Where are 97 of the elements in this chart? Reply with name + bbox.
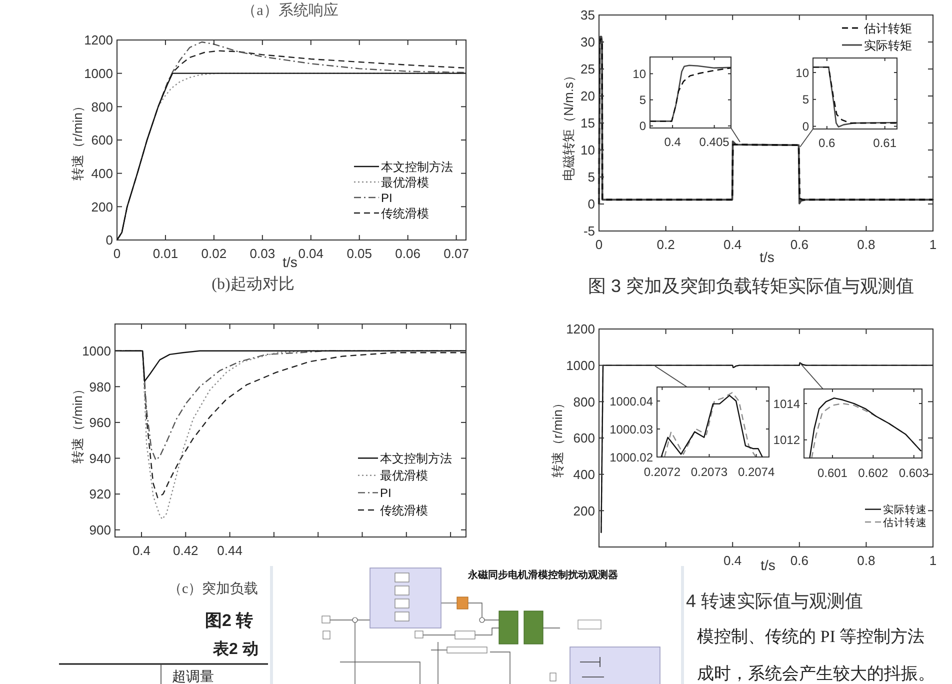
x-tick-label: 0.4 (664, 135, 682, 149)
y-tick-label: 200 (91, 199, 113, 214)
y-tick-label: 10 (632, 67, 646, 82)
y-tick-label: 30 (580, 34, 595, 50)
x-tick-label: 0.6 (790, 553, 808, 568)
y-tick-label: 1200 (84, 32, 113, 48)
text: 图 3 突加及突卸负载转矩实际值与观测值 (588, 276, 914, 296)
x-tick-label: 0.4 (724, 553, 742, 568)
text: 表2 动 (212, 640, 258, 658)
x-tick-label: 0.2073 (690, 465, 728, 479)
text: 永磁同步电机滑模控制扰动观测器 (467, 569, 618, 581)
legend-label: 最优滑模 (381, 175, 429, 190)
y-tick-label: 25 (580, 62, 595, 77)
y-tick-label: 400 (91, 166, 113, 182)
text: 成时，系统会产生较大的抖振。 (697, 664, 935, 683)
legend-label: 本文控制方法 (381, 160, 453, 174)
y-tick-label: 920 (89, 486, 111, 502)
y-tick-label: 960 (89, 415, 111, 430)
text: (b)起动对比 (212, 275, 294, 293)
x-axis-title: t/s (760, 249, 774, 265)
x-tick-label: 0.603 (898, 466, 930, 480)
y-tick-label: 800 (573, 394, 595, 410)
y-tick-label: 900 (89, 522, 111, 538)
y-tick-label: 1000 (82, 344, 111, 359)
y-tick-label: 10 (580, 142, 595, 158)
x-tick-label: 0.05 (346, 246, 372, 261)
legend-label: 实际转速 (883, 503, 927, 516)
y-tick-label: 1000.02 (610, 450, 654, 464)
x-tick-label: 0.03 (250, 246, 276, 261)
y-tick-label: 0 (588, 196, 595, 212)
y-tick-label: 1000.04 (610, 394, 654, 408)
y-tick-label: 1000 (566, 358, 595, 374)
y-tick-label: 0 (639, 119, 646, 134)
legend-label: PI (380, 486, 392, 500)
y-tick-label: -5 (583, 224, 595, 239)
x-tick-label: 0.04 (298, 246, 324, 261)
x-tick-label: 0.4 (724, 237, 742, 252)
text: 超调量 (172, 669, 214, 684)
x-tick-label: 0.07 (444, 246, 469, 261)
legend-label: 实际转矩 (864, 38, 912, 52)
legend-label: 本文控制方法 (380, 451, 452, 466)
y-tick-label: 1012 (773, 433, 800, 448)
x-tick-label: 0.4 (132, 543, 151, 558)
legend-label: 估计转矩 (863, 21, 912, 36)
x-tick-label: 0.602 (858, 466, 889, 480)
y-tick-label: 400 (573, 467, 595, 482)
y-tick-label: 15 (580, 116, 595, 131)
x-tick-label: 0.6 (818, 136, 836, 150)
x-axis-title: t/s (760, 557, 776, 573)
x-tick-label: 0.405 (699, 135, 730, 149)
caption: 图2 转 (205, 611, 254, 630)
x-tick-label: 0.02 (201, 246, 227, 261)
x-tick-label: 0.2074 (738, 465, 775, 479)
y-tick-label: 940 (89, 450, 111, 466)
y-tick-label: 1000.03 (610, 422, 654, 436)
y-tick-label: 5 (588, 170, 595, 185)
y-tick-label: 20 (580, 88, 595, 104)
x-tick-label: 0.06 (395, 246, 420, 261)
y-tick-label: 1000 (84, 66, 113, 82)
y-tick-label: 600 (91, 132, 113, 148)
y-tick-label: 1014 (773, 396, 800, 411)
text: 模控制、传统的 PI 等控制方法 (697, 627, 925, 646)
x-tick-label: 0.01 (152, 246, 178, 261)
x-tick-label: 1 (929, 237, 937, 252)
y-tick-label: 1200 (566, 322, 595, 337)
y-tick-label: 800 (91, 99, 113, 114)
y-axis-title: 转速（r/min） (550, 396, 565, 478)
y-tick-label: 5 (639, 93, 646, 108)
y-tick-label: 35 (580, 8, 595, 23)
text: （a）系统响应 (242, 2, 338, 19)
x-tick-label: 0.8 (857, 553, 876, 568)
y-tick-label: 980 (89, 379, 111, 394)
y-tick-label: 0 (802, 120, 810, 134)
x-tick-label: 1 (929, 553, 937, 568)
y-tick-label: 5 (802, 92, 810, 107)
legend-label: PI (381, 190, 392, 205)
x-tick-label: 0.42 (172, 543, 198, 558)
y-axis-title: 电磁转矩（N/m.s） (561, 69, 576, 181)
x-tick-label: 0.8 (857, 237, 876, 252)
y-axis-title: 转速（r/min） (70, 100, 85, 180)
x-axis-title: t/s (282, 254, 298, 270)
text: （c）突加负载 (168, 581, 258, 597)
x-tick-label: 0.6 (790, 237, 808, 252)
legend-label: 传统滑模 (380, 503, 428, 518)
legend-label: 估计转速 (883, 516, 927, 529)
x-tick-label: 0.61 (873, 136, 897, 150)
y-axis-title: 转速（r/min） (70, 382, 85, 464)
text: 4 转速实际值与观测值 (686, 591, 864, 611)
legend-label: 传统滑模 (381, 206, 429, 220)
y-tick-label: 600 (573, 430, 595, 446)
y-tick-label: 200 (573, 503, 595, 518)
x-tick-label: 0.2 (656, 237, 675, 252)
y-tick-label: 10 (796, 66, 810, 80)
x-tick-label: 0.2072 (644, 465, 681, 479)
x-tick-label: 0.44 (217, 543, 242, 558)
x-tick-label: 0.601 (817, 466, 848, 480)
legend-label: 最优滑模 (380, 468, 428, 483)
